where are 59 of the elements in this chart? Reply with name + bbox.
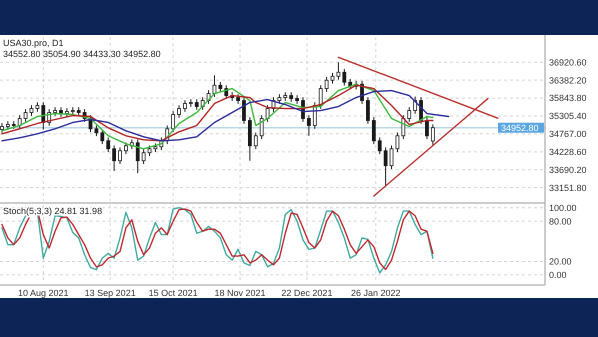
x-tick-label: 10 Aug 2021 bbox=[18, 288, 69, 298]
candlestick bbox=[35, 102, 40, 112]
y-tick-label: 34228.60 bbox=[549, 146, 587, 157]
candlestick bbox=[407, 106, 412, 122]
candlestick bbox=[330, 72, 334, 84]
candlestick bbox=[106, 136, 110, 153]
candlestick bbox=[384, 146, 388, 187]
candlestick bbox=[254, 132, 258, 150]
candlestick bbox=[336, 62, 340, 80]
candlestick bbox=[24, 108, 28, 122]
y-tick-label: 35305.40 bbox=[549, 111, 587, 122]
x-tick-label: 13 Sep 2021 bbox=[84, 288, 136, 298]
y-tick-label: 36382.20 bbox=[549, 75, 587, 86]
y-tick-label: 80.00 bbox=[549, 216, 572, 226]
candlestick bbox=[372, 116, 376, 145]
ref-line-label: 34952.80 bbox=[501, 122, 539, 133]
candlestick bbox=[396, 132, 400, 153]
x-tick-label: 22 Dec 2021 bbox=[281, 288, 332, 298]
candlestick bbox=[425, 116, 429, 140]
candlestick bbox=[324, 76, 329, 92]
candlestick bbox=[212, 74, 216, 98]
x-tick-label: 18 Nov 2021 bbox=[214, 288, 266, 298]
candlestick bbox=[430, 124, 435, 146]
candlestick bbox=[266, 104, 270, 122]
text: 34552.80 35054.90 34433.30 34952.80 bbox=[3, 49, 161, 59]
candlestick bbox=[177, 104, 181, 118]
candlestick bbox=[413, 96, 418, 114]
candlestick bbox=[289, 92, 294, 102]
y-tick-label: 33690.20 bbox=[549, 164, 587, 175]
candlestick bbox=[366, 96, 370, 124]
candlestick bbox=[171, 110, 176, 133]
y-tick-label: 20.00 bbox=[549, 256, 572, 267]
y-tick-label: 0.00 bbox=[549, 270, 567, 280]
candlestick bbox=[112, 144, 116, 172]
candlestick bbox=[148, 144, 152, 157]
candlestick bbox=[100, 128, 104, 145]
candlestick bbox=[194, 98, 199, 110]
x-tick-label: 26 Jan 2022 bbox=[351, 288, 401, 298]
candlestick bbox=[242, 96, 246, 124]
y-tick-label: 35843.80 bbox=[549, 93, 587, 104]
candlestick bbox=[30, 104, 34, 116]
x-tick-label: 15 Oct 2021 bbox=[148, 288, 198, 298]
candlestick bbox=[94, 124, 98, 137]
y-tick-label: 34767.00 bbox=[549, 129, 587, 140]
y-tick-label: 33151.80 bbox=[549, 182, 587, 193]
candlestick bbox=[378, 136, 382, 155]
candlestick bbox=[118, 146, 122, 165]
candlestick bbox=[142, 148, 146, 165]
candlestick bbox=[390, 144, 394, 170]
chart-title: USA30.pro, D1 bbox=[3, 38, 64, 48]
candlestick bbox=[236, 94, 240, 104]
y-tick-label: 100.00 bbox=[549, 202, 577, 213]
candlestick bbox=[183, 100, 187, 112]
candlestick bbox=[277, 94, 282, 104]
y-tick-label: 36920.60 bbox=[549, 57, 587, 68]
candlestick bbox=[124, 142, 128, 155]
candlestick bbox=[342, 68, 346, 86]
candlestick bbox=[307, 114, 311, 136]
candlestick bbox=[218, 81, 222, 92]
